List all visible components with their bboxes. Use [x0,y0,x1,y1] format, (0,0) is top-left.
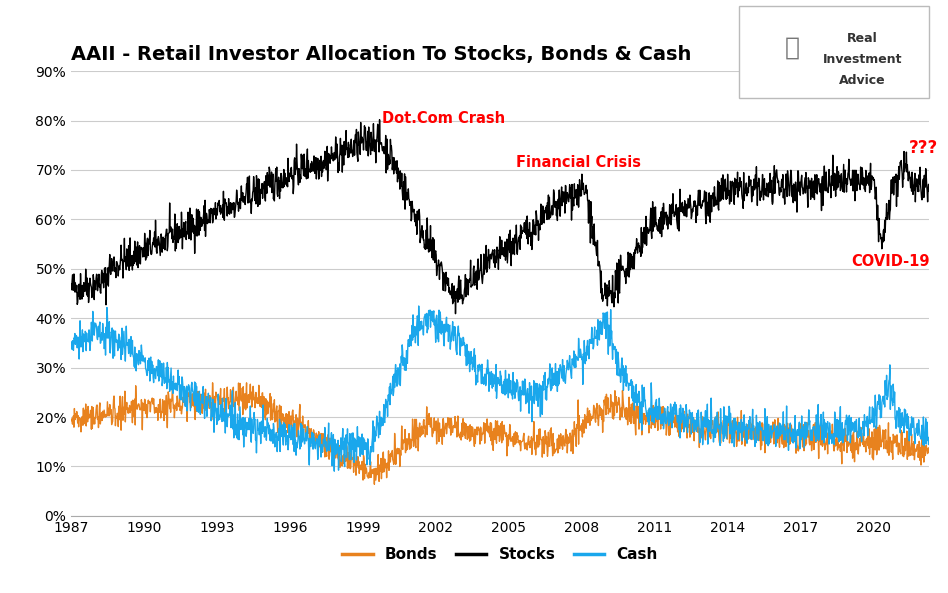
Text: COVID-19: COVID-19 [851,254,930,269]
Text: ???: ??? [908,139,938,157]
Text: Real: Real [848,31,878,44]
Text: Dot.Com Crash: Dot.Com Crash [382,111,505,126]
Text: Investment: Investment [823,53,902,66]
Text: AAII - Retail Investor Allocation To Stocks, Bonds & Cash: AAII - Retail Investor Allocation To Sto… [71,45,691,64]
Text: Advice: Advice [839,74,886,87]
Legend: Bonds, Stocks, Cash: Bonds, Stocks, Cash [336,541,665,568]
Text: 🦅: 🦅 [785,36,800,59]
FancyBboxPatch shape [739,6,929,98]
Text: Financial Crisis: Financial Crisis [516,155,641,170]
